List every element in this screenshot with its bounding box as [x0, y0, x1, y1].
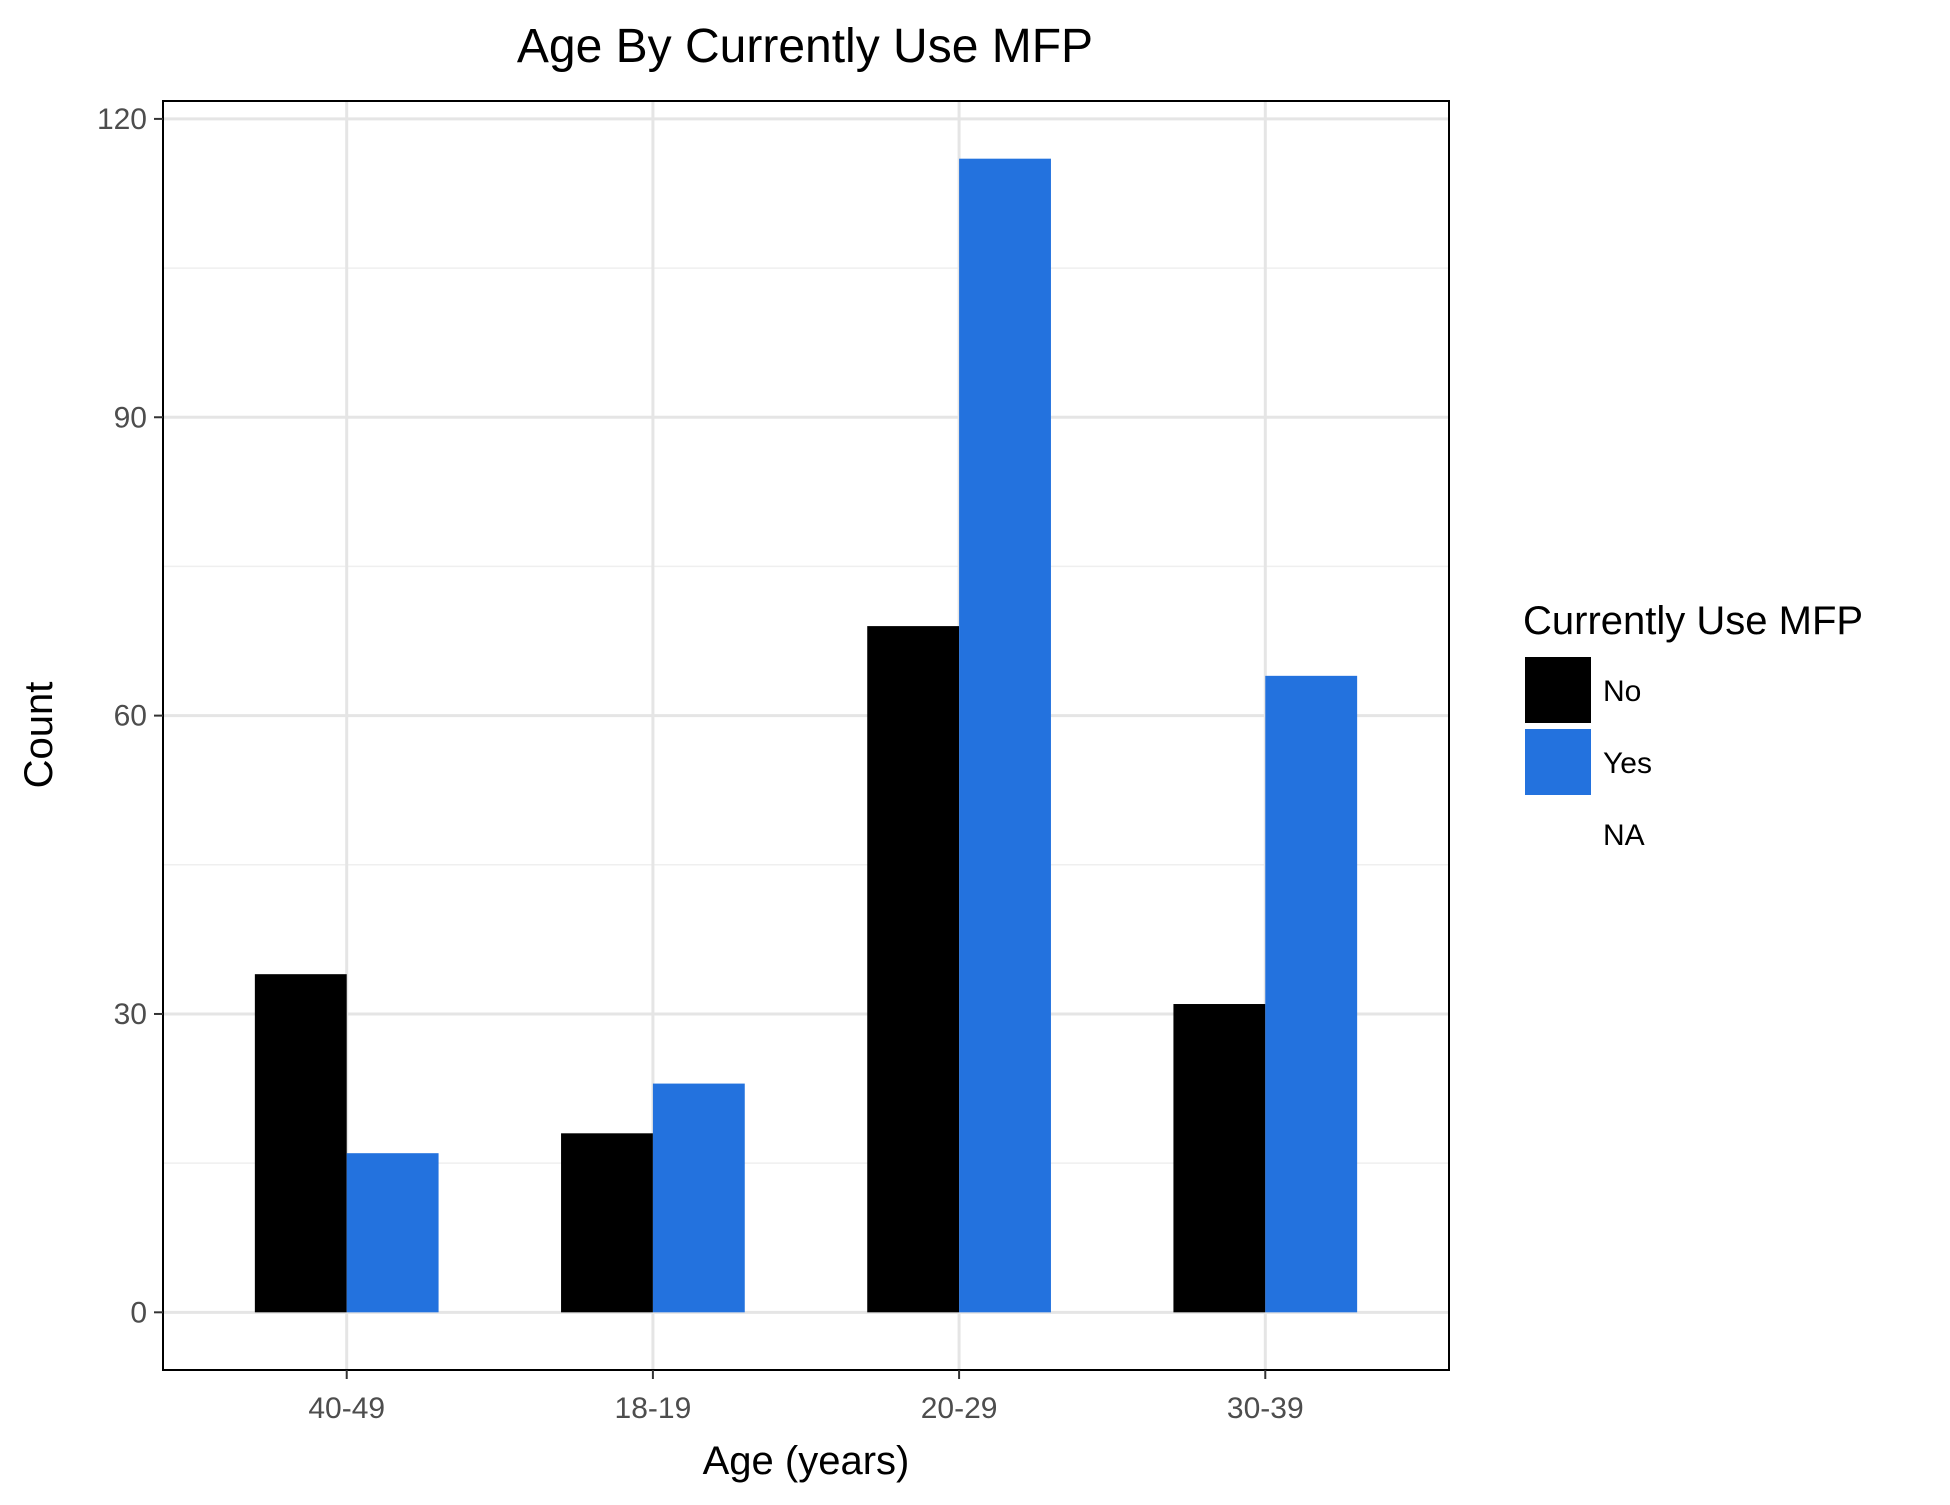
- bar-no-20-29: [867, 626, 960, 1313]
- legend-label-na: NA: [1603, 819, 1645, 852]
- y-tick-label: 90: [114, 401, 147, 434]
- plot-panel: [162, 100, 1450, 1371]
- chart-title: Age By Currently Use MFP: [517, 20, 1093, 73]
- y-axis-title: Count: [17, 682, 61, 789]
- bars-layer: [254, 158, 1358, 1313]
- legend-label-yes: Yes: [1603, 747, 1652, 780]
- bar-yes-18-19: [652, 1083, 745, 1313]
- y-tick-label: 120: [97, 103, 147, 136]
- bar-no-30-39: [1173, 1004, 1266, 1313]
- legend: Currently Use MFP No Yes NA: [1523, 599, 1863, 852]
- bar-no-18-19: [561, 1133, 653, 1313]
- legend-title: Currently Use MFP: [1523, 599, 1863, 643]
- x-axis: 40-49 18-19 20-29 30-39: [308, 1370, 1304, 1425]
- y-tick-label: 0: [130, 1296, 147, 1329]
- x-tick-label: 20-29: [921, 1392, 998, 1425]
- legend-key-yes: [1525, 729, 1591, 795]
- x-tick-label: 18-19: [615, 1392, 692, 1425]
- bar-no-40-49: [254, 974, 347, 1313]
- plot-panel-border: [162, 100, 1450, 1371]
- y-tick-label: 60: [114, 700, 147, 733]
- x-axis-title: Age (years): [703, 1439, 910, 1483]
- bar-yes-30-39: [1265, 675, 1358, 1313]
- x-tick-label: 30-39: [1227, 1392, 1304, 1425]
- y-tick-label: 30: [114, 998, 147, 1031]
- y-axis: 0 30 60 90 120: [97, 103, 163, 1329]
- x-tick-label: 40-49: [308, 1392, 385, 1425]
- legend-label-no: No: [1603, 675, 1641, 708]
- bar-yes-40-49: [346, 1153, 439, 1313]
- bar-yes-20-29: [959, 158, 1051, 1313]
- legend-entries: No Yes NA: [1525, 657, 1652, 852]
- legend-key-no: [1525, 657, 1591, 723]
